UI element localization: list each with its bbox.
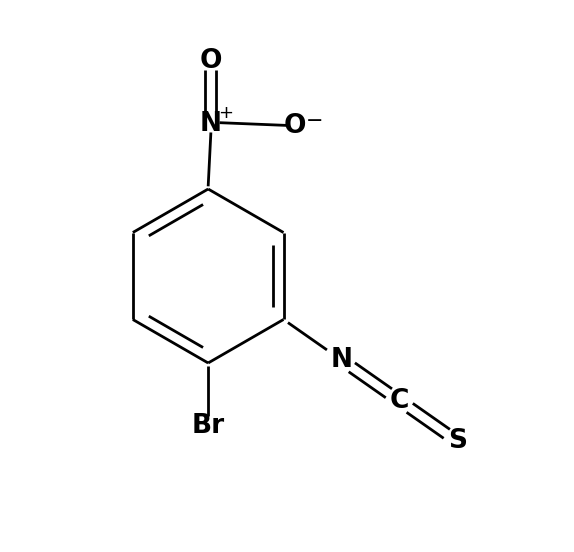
Text: −: − — [305, 111, 323, 131]
Text: Br: Br — [192, 412, 225, 438]
Text: N: N — [200, 111, 222, 137]
Text: +: + — [219, 104, 234, 122]
Text: N: N — [331, 347, 352, 373]
Text: O: O — [284, 114, 307, 140]
Text: C: C — [390, 388, 409, 413]
Text: O: O — [200, 48, 222, 75]
Text: S: S — [448, 428, 467, 454]
